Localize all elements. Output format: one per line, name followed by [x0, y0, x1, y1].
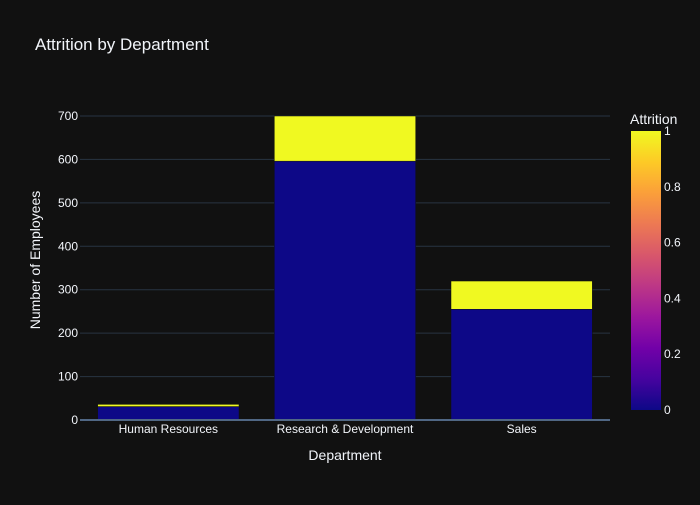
bar-sales-attrition-0[interactable]: [450, 309, 593, 421]
colorbar-title: Attrition: [630, 111, 677, 127]
y-tick-label: 400: [58, 239, 78, 253]
bar-layer: [97, 115, 593, 421]
axis-layer: 0 100 200 300 400 500 600 700 Human Resources Res…: [58, 109, 610, 436]
colorbar-tick-label: 0.2: [664, 347, 681, 361]
chart-title: Attrition by Department: [35, 35, 209, 54]
x-tick-label: Human Resources: [119, 422, 218, 436]
y-tick-label: 300: [58, 283, 78, 297]
colorbar-tick-label: 1: [664, 124, 671, 138]
bar-human-resources-attrition-1[interactable]: [97, 404, 240, 407]
y-tick-label: 200: [58, 326, 78, 340]
y-tick-label: 500: [58, 196, 78, 210]
x-axis-title: Department: [308, 447, 381, 463]
colorbar-tick-label: 0: [664, 403, 671, 417]
bar-human-resources-attrition-0[interactable]: [97, 406, 240, 421]
colorbar-gradient: [631, 131, 661, 410]
y-tick-label: 700: [58, 109, 78, 123]
y-tick-label: 600: [58, 152, 78, 166]
bar-research-development-attrition-1[interactable]: [274, 115, 416, 162]
colorbar: Attrition 0 0.2 0.4 0.6 0.8 1: [630, 111, 681, 417]
y-tick-label: 0: [71, 413, 78, 427]
x-tick-label: Research & Development: [277, 422, 414, 436]
x-tick-label: Sales: [507, 422, 537, 436]
colorbar-tick-label: 0.8: [664, 180, 681, 194]
bar-sales-attrition-1[interactable]: [450, 280, 593, 310]
y-tick-label: 100: [58, 370, 78, 384]
y-axis-title: Number of Employees: [27, 191, 43, 330]
bar-research-development-attrition-0[interactable]: [274, 160, 416, 421]
colorbar-tick-label: 0.6: [664, 236, 681, 250]
colorbar-tick-label: 0.4: [664, 291, 681, 305]
colorbar-ticks: 0 0.2 0.4 0.6 0.8 1: [664, 124, 681, 417]
